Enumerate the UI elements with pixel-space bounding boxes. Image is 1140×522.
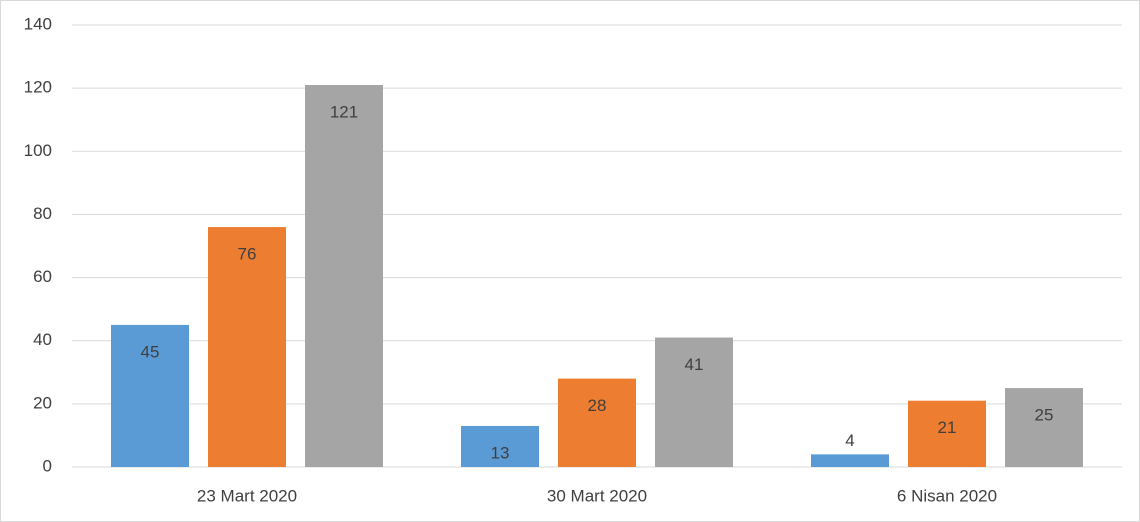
- bar: [461, 425, 539, 467]
- data-label: 28: [588, 396, 607, 415]
- y-tick-label: 20: [33, 393, 52, 412]
- data-label: 13: [491, 443, 510, 462]
- x-tick-label: 6 Nisan 2020: [897, 486, 997, 505]
- bar: [208, 227, 286, 467]
- y-tick-label: 120: [24, 78, 52, 97]
- bar: [811, 454, 889, 467]
- y-tick-label: 140: [24, 14, 52, 33]
- data-label: 25: [1035, 406, 1054, 425]
- y-tick-label: 100: [24, 141, 52, 160]
- bar: [111, 324, 189, 467]
- data-label: 121: [330, 102, 358, 121]
- y-tick-label: 60: [33, 267, 52, 286]
- data-label: 41: [685, 355, 704, 374]
- y-tick-label: 80: [33, 204, 52, 223]
- data-label: 4: [845, 431, 854, 450]
- data-label: 76: [238, 245, 257, 264]
- y-tick-label: 0: [43, 456, 52, 475]
- bar: [655, 337, 733, 467]
- x-tick-label: 30 Mart 2020: [547, 486, 647, 505]
- data-label: 21: [938, 418, 957, 437]
- data-label: 45: [141, 342, 160, 361]
- x-tick-label: 23 Mart 2020: [197, 486, 297, 505]
- y-tick-label: 40: [33, 330, 52, 349]
- bar: [1005, 388, 1083, 467]
- bar: [305, 84, 383, 467]
- bar: [908, 400, 986, 467]
- bar: [558, 378, 636, 467]
